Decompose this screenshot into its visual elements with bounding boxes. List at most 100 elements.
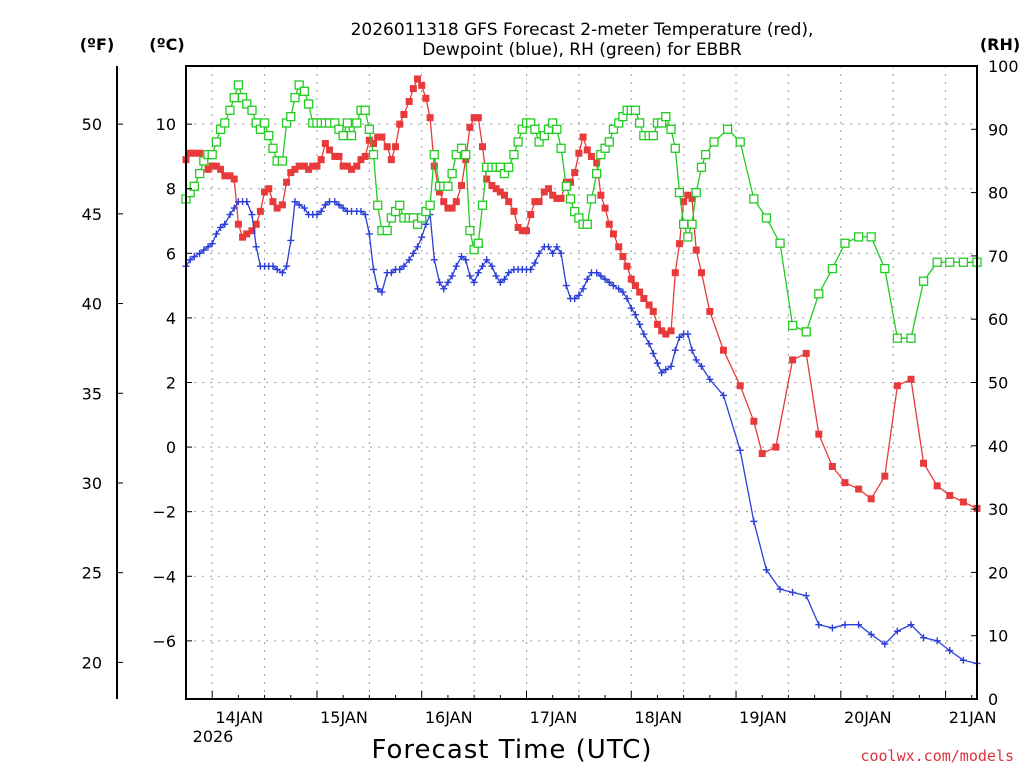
data-point-dewpoint xyxy=(920,634,928,642)
data-point-temperature xyxy=(339,162,347,170)
data-point-temperature xyxy=(535,198,543,206)
celsius-tick-label: −4 xyxy=(152,567,176,586)
data-point-dewpoint xyxy=(331,198,339,206)
data-point-temperature xyxy=(361,152,369,160)
data-point-temperature xyxy=(575,149,583,157)
data-point-rh xyxy=(461,149,471,160)
data-point-dewpoint xyxy=(466,272,474,280)
data-point-temperature xyxy=(514,223,522,231)
data-point-dewpoint xyxy=(204,243,212,251)
data-point-rh xyxy=(787,320,798,331)
data-point-temperature xyxy=(474,114,482,122)
data-point-dewpoint xyxy=(252,243,260,251)
time-tick-label: 18JAN xyxy=(634,708,682,727)
data-point-rh xyxy=(801,327,811,337)
data-point-dewpoint xyxy=(640,330,648,338)
fahrenheit-tick-label: 20 xyxy=(82,653,102,672)
data-point-dewpoint xyxy=(505,269,513,277)
series-layer xyxy=(181,75,982,667)
data-point-temperature xyxy=(496,188,504,196)
data-point-temperature xyxy=(190,149,198,157)
data-point-temperature xyxy=(426,114,434,122)
data-point-rh xyxy=(918,276,929,286)
data-point-dewpoint xyxy=(243,198,251,206)
data-point-dewpoint xyxy=(458,253,466,261)
data-point-temperature xyxy=(736,382,744,390)
data-point-temperature xyxy=(658,327,666,335)
data-point-rh xyxy=(189,181,200,191)
data-point-dewpoint xyxy=(300,204,308,212)
data-point-dewpoint xyxy=(339,204,347,212)
data-point-dewpoint xyxy=(248,211,256,219)
data-point-dewpoint xyxy=(881,640,889,648)
data-point-temperature xyxy=(522,227,530,235)
data-point-rh xyxy=(477,200,488,210)
celsius-tick-label: −2 xyxy=(152,503,176,522)
data-point-dewpoint xyxy=(828,624,836,632)
data-point-temperature xyxy=(619,253,627,261)
data-point-dewpoint xyxy=(492,272,500,280)
data-point-dewpoint xyxy=(436,278,444,286)
data-point-temperature xyxy=(675,240,683,248)
data-point-rh xyxy=(880,263,890,274)
data-point-temperature xyxy=(645,301,653,309)
time-tick-label: 17JAN xyxy=(530,708,578,727)
data-point-temperature xyxy=(436,188,444,196)
data-point-temperature xyxy=(470,114,478,122)
data-point-rh xyxy=(264,130,274,141)
data-point-temperature xyxy=(609,230,617,238)
data-point-temperature xyxy=(440,198,448,206)
data-point-dewpoint xyxy=(671,346,679,354)
data-point-temperature xyxy=(326,146,334,154)
data-point-dewpoint xyxy=(553,243,561,251)
time-tick-label: 20JAN xyxy=(844,708,892,727)
data-point-temperature xyxy=(688,194,696,202)
celsius-tick-label: 4 xyxy=(166,309,176,328)
data-point-dewpoint xyxy=(414,243,422,251)
data-point-rh xyxy=(338,130,348,141)
data-point-rh xyxy=(604,137,614,147)
data-point-dewpoint xyxy=(893,627,901,635)
time-tick-label: 19JAN xyxy=(739,708,787,727)
data-point-dewpoint xyxy=(291,198,299,206)
data-point-dewpoint xyxy=(474,269,482,277)
data-point-temperature xyxy=(317,156,325,164)
data-point-dewpoint xyxy=(200,246,208,254)
data-point-temperature xyxy=(243,230,251,238)
data-point-rh xyxy=(691,187,701,198)
data-point-dewpoint xyxy=(907,621,915,629)
data-point-rh xyxy=(592,168,602,179)
data-point-temperature xyxy=(458,181,466,189)
data-point-temperature xyxy=(667,327,675,335)
data-point-dewpoint xyxy=(631,311,639,319)
data-point-rh xyxy=(242,99,252,109)
chart-title-line1: 2026011318 GFS Forecast 2-meter Temperat… xyxy=(351,20,814,40)
data-point-temperature xyxy=(933,482,941,490)
data-point-dewpoint xyxy=(357,207,365,215)
data-point-dewpoint xyxy=(719,391,727,399)
time-axis: 14JAN 15JAN 16JAN 17JAN 18JAN 19JAN 20JAN 21JAN xyxy=(185,691,996,727)
data-point-rh xyxy=(443,181,453,191)
data-point-temperature xyxy=(959,498,967,506)
data-point-rh xyxy=(207,149,217,160)
data-point-dewpoint xyxy=(278,269,286,277)
x-axis-title: Forecast Time (UTC) xyxy=(371,735,652,765)
data-point-temperature xyxy=(370,140,378,148)
data-point-temperature xyxy=(295,162,303,170)
data-point-temperature xyxy=(540,188,548,196)
data-point-dewpoint xyxy=(789,588,797,596)
data-point-dewpoint xyxy=(706,375,714,383)
data-point-rh xyxy=(451,149,461,160)
data-point-rh xyxy=(932,257,942,267)
data-point-rh xyxy=(382,225,392,236)
data-point-dewpoint xyxy=(557,249,565,257)
data-point-dewpoint xyxy=(605,278,613,286)
data-point-dewpoint xyxy=(933,637,941,645)
data-point-dewpoint xyxy=(619,288,627,296)
data-point-dewpoint xyxy=(186,256,194,264)
data-point-temperature xyxy=(226,172,234,180)
time-tick-label: 16JAN xyxy=(425,708,473,727)
data-point-temperature xyxy=(483,175,491,183)
data-point-dewpoint xyxy=(221,220,229,228)
